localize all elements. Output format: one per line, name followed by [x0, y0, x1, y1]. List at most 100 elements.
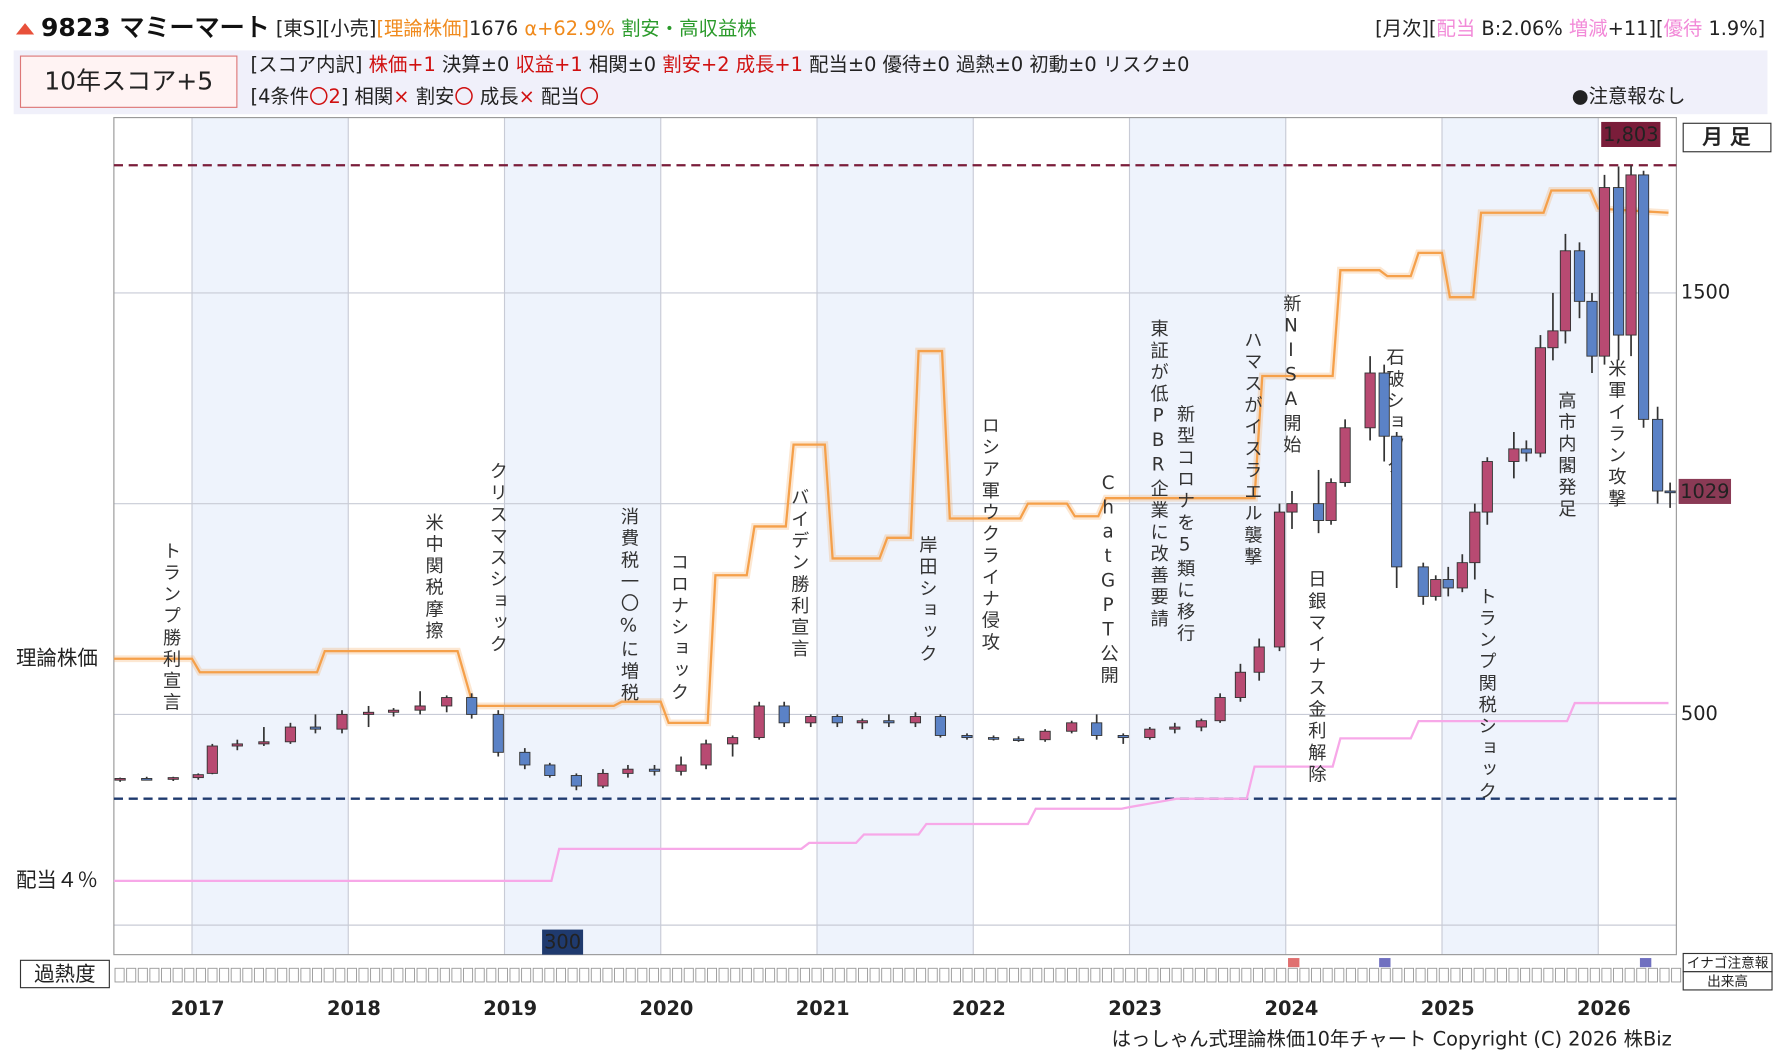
candle-body: [1234, 671, 1247, 698]
overheat-cell: [1636, 967, 1647, 983]
overheat-cell: [346, 967, 357, 983]
overheat-cell: [451, 967, 462, 983]
overheat-cell: [1496, 967, 1507, 983]
score-conditions: [4条件〇2] 相関× 割安〇 成長× 配当〇: [251, 85, 600, 108]
overheat-cell: [1601, 967, 1612, 983]
year-band: [1129, 117, 1286, 955]
overheat-cell: [1252, 967, 1263, 983]
high-label-box: [1601, 121, 1661, 147]
overheat-cell: [1508, 967, 1519, 983]
score-conditions-part: 成長: [480, 85, 519, 108]
score-conditions-part: 割安: [416, 85, 455, 108]
overheat-cell: [207, 967, 218, 983]
overheat-cell: [497, 967, 508, 983]
candle-body: [192, 774, 204, 779]
score-breakdown-part: リスク±0: [1103, 53, 1190, 76]
candle-body: [1364, 372, 1376, 429]
overheat-cell: [161, 967, 172, 983]
event-label: 米軍イラン攻撃: [1605, 359, 1626, 510]
candle-body: [1520, 448, 1532, 454]
candle-body: [1339, 427, 1351, 484]
candle-body: [492, 713, 504, 753]
candle-body: [1652, 418, 1664, 492]
overheat-cell: [1659, 967, 1670, 983]
candle-body: [778, 705, 790, 724]
overheat-cell: [776, 967, 787, 983]
period-label: 月 足: [1701, 125, 1751, 149]
overheat-cell: [1415, 967, 1426, 983]
candle-body: [1559, 250, 1572, 332]
overheat-cell: [1043, 967, 1054, 983]
overheat-cell: [1264, 967, 1275, 983]
score-conditions-part: 〇2: [309, 85, 341, 108]
candle-body: [831, 716, 843, 724]
low-label: 300: [544, 931, 581, 954]
candle-body: [727, 737, 739, 745]
overheat-cell: [660, 967, 671, 983]
dividend-label: 配当４％: [16, 868, 98, 892]
candle-body: [1091, 722, 1103, 736]
overheat-cell: [439, 967, 450, 983]
overheat-cell: [265, 967, 276, 983]
overheat-cell: [1183, 967, 1194, 983]
candle-body: [856, 720, 868, 724]
overheat-cell: [1578, 967, 1589, 983]
overheat-cell: [1473, 967, 1484, 983]
inago-label: イナゴ注意報: [1687, 955, 1769, 972]
candle-body: [1312, 503, 1325, 521]
overheat-cell: [1357, 967, 1368, 983]
overheat-cell: [625, 967, 636, 983]
overheat-cell: [695, 967, 706, 983]
candle-body: [1586, 300, 1598, 357]
event-label: ChatGPT公開: [1098, 473, 1119, 687]
overheat-cell: [242, 967, 253, 983]
candle-body: [1456, 562, 1468, 589]
overheat-cell: [137, 967, 148, 983]
header-part: [理論株価]: [376, 16, 469, 39]
x-tick-label: 2019: [483, 997, 537, 1020]
period-box: [1682, 122, 1772, 153]
header-right-part: B:2.06%: [1475, 16, 1569, 39]
overheat-cell: [1613, 967, 1624, 983]
x-tick-label: 2024: [1264, 997, 1318, 1020]
year-band: [192, 117, 349, 955]
event-label: クリスマスショック: [487, 462, 508, 657]
overheat-cell: [393, 967, 404, 983]
event-label: 岸田ショック: [916, 536, 937, 666]
candle-body: [1066, 722, 1078, 732]
score-breakdown-part: 決算±0: [442, 53, 515, 76]
overheat-cell: [370, 967, 381, 983]
candle-body: [387, 709, 400, 713]
header-right-part: [月次][: [1375, 16, 1436, 39]
overheat-cell: [950, 967, 961, 983]
overheat-cell: [486, 967, 497, 983]
y-tick-label: 500: [1681, 702, 1718, 725]
overheat-cell: [648, 967, 659, 983]
score-breakdown-part: 成長+1: [736, 53, 809, 76]
overheat-cell: [927, 967, 938, 983]
overheat-cell: [602, 967, 613, 983]
overheat-cell: [730, 967, 741, 983]
candle-body: [1481, 461, 1493, 513]
header-right-part: 配当: [1437, 16, 1476, 39]
overheat-cell: [230, 967, 241, 983]
overheat-cell: [765, 967, 776, 983]
event-label: ハマスがイスラエル襲撃: [1241, 331, 1262, 569]
overheat-cell: [846, 967, 857, 983]
year-band: [504, 117, 661, 955]
overheat-cell: [1241, 967, 1252, 983]
candle-body: [1430, 579, 1442, 597]
score-breakdown-part: 株価+1: [369, 53, 442, 76]
overheat-cell: [172, 967, 183, 983]
overheat-cell: [1194, 967, 1205, 983]
overheat-cell: [474, 967, 485, 983]
volume-label: 出来高: [1707, 973, 1748, 990]
score-conditions-part: ] 相関: [341, 85, 393, 108]
header: 9823 マミーマート [東S][小売][理論株価]1676 α+62.9% 割…: [41, 13, 757, 42]
event-label: 日銀マイナス金利解除: [1305, 570, 1326, 786]
x-tick-label: 2021: [796, 997, 850, 1020]
candle-body: [466, 697, 478, 715]
overheat-cell: [219, 967, 230, 983]
candle-body: [909, 716, 922, 724]
overheat-cell: [114, 967, 125, 983]
